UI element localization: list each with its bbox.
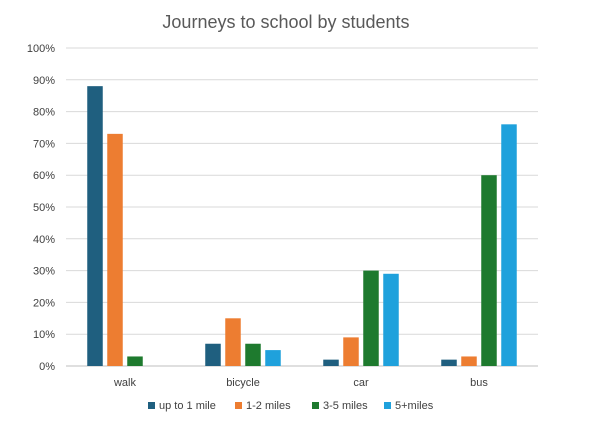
chart-title: Journeys to school by students <box>162 12 409 32</box>
bar-walk-3-5-miles <box>127 356 143 366</box>
y-tick-label: 60% <box>33 170 55 182</box>
gridlines <box>66 47 538 367</box>
x-tick-label: bicycle <box>226 377 260 389</box>
x-axis-tick-labels: walk bicycle car bus <box>113 377 488 389</box>
y-tick-label: 10% <box>33 329 55 341</box>
y-tick-label: 50% <box>33 202 55 214</box>
y-tick-label: 20% <box>33 297 55 309</box>
legend-swatch <box>148 402 155 409</box>
y-tick-label: 80% <box>33 107 55 119</box>
y-axis-tick-labels: 0% 10% 20% 30% 40% 50% 60% 70% 80% 90% 100% <box>27 43 55 373</box>
legend-label: 3-5 miles <box>323 400 368 412</box>
bar-bicycle-1-2-miles <box>225 318 241 366</box>
y-tick-label: 100% <box>27 43 55 55</box>
bar-bus-1-2-miles <box>461 356 477 366</box>
bar-bus-up-to-1-mile <box>441 359 457 366</box>
legend-swatch <box>312 402 319 409</box>
bar-car-5-miles <box>383 273 399 366</box>
bar-car-3-5-miles <box>363 270 379 366</box>
y-tick-label: 30% <box>33 266 55 278</box>
bars <box>87 86 517 366</box>
y-tick-label: 0% <box>39 361 55 373</box>
bar-bus-5-miles <box>501 124 517 366</box>
legend-label: up to 1 mile <box>159 400 216 412</box>
bar-bicycle-3-5-miles <box>245 343 261 366</box>
bar-bicycle-5-miles <box>265 350 281 366</box>
legend-swatch <box>384 402 391 409</box>
y-tick-label: 70% <box>33 138 55 150</box>
bar-walk-up-to-1-mile <box>87 86 103 366</box>
bar-car-1-2-miles <box>343 337 359 366</box>
bar-bus-3-5-miles <box>481 175 497 366</box>
y-tick-label: 40% <box>33 234 55 246</box>
x-tick-label: bus <box>470 377 488 389</box>
y-tick-label: 90% <box>33 75 55 87</box>
bar-bicycle-up-to-1-mile <box>205 343 221 366</box>
bar-car-up-to-1-mile <box>323 359 339 366</box>
x-tick-label: car <box>353 377 369 389</box>
legend-label: 1-2 miles <box>246 400 291 412</box>
x-tick-label: walk <box>113 377 137 389</box>
bar-walk-1-2-miles <box>107 133 123 366</box>
legend-label: 5+miles <box>395 400 434 412</box>
legend-swatch <box>235 402 242 409</box>
legend: up to 1 mile 1-2 miles 3-5 miles 5+miles <box>148 400 434 412</box>
